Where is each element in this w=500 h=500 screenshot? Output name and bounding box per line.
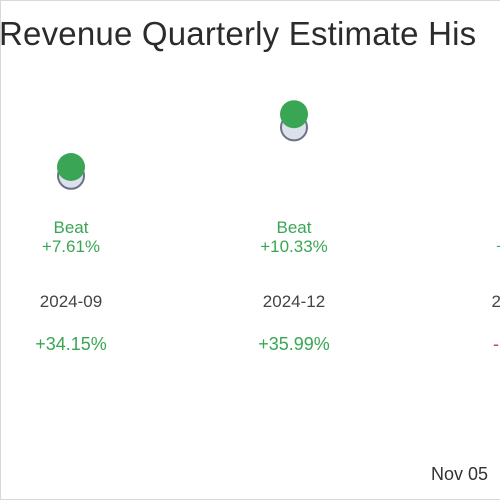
surprise-label: +10.33% <box>260 237 328 256</box>
actual-dot <box>57 153 85 181</box>
period-tick-label: 20 <box>492 292 500 311</box>
result-label: Beat <box>54 218 89 237</box>
surprise-label: + <box>496 237 500 256</box>
period-tick-label: 2024-12 <box>263 292 325 311</box>
surprise-label: +7.61% <box>42 237 100 256</box>
actual-dot <box>280 100 308 129</box>
footer-date: Nov 05 <box>431 464 489 484</box>
result-label: Beat <box>277 218 312 237</box>
growth-label: +34.15% <box>35 334 107 354</box>
growth-label: -1 <box>493 334 500 354</box>
chart-title: Revenue Quarterly Estimate His <box>0 15 477 52</box>
growth-label: +35.99% <box>258 334 330 354</box>
period-tick-label: 2024-09 <box>40 292 102 311</box>
